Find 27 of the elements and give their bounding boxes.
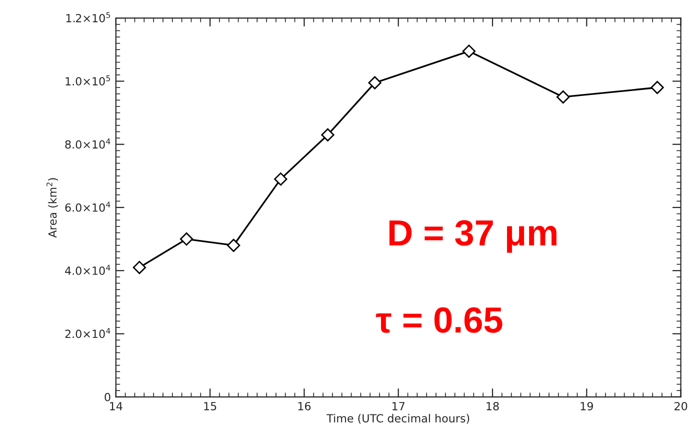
x-tick-label: 18 [486, 402, 499, 410]
x-tick-label: 16 [298, 402, 311, 410]
y-tick-label: 1.2×10$^{5}$ [66, 12, 110, 22]
point [650, 80, 664, 94]
x-tick-label: 15 [204, 402, 216, 410]
annotation: τ = 0.65 [376, 307, 502, 333]
y-tick-label: 4.0×10$^{4}$ [65, 264, 110, 275]
y-tick-label: 1.0×10$^{5}$ [66, 75, 110, 86]
y-axis-title: Area (km$^{2}$) [46, 178, 58, 238]
point [180, 232, 194, 246]
point [462, 44, 476, 58]
x-tick-label: 17 [392, 402, 404, 410]
x-axis-title: Time (UTC decimal hours) [326, 414, 470, 424]
point [321, 128, 334, 142]
point [227, 238, 240, 252]
x-tick-label: 20 [674, 402, 688, 410]
y-tick-label: 8.0×10$^{4}$ [65, 138, 110, 149]
point [274, 172, 288, 186]
y-tick-label: 6.0×10$^{4}$ [65, 202, 110, 212]
x-tick-label: 19 [580, 402, 593, 410]
annotation: D = 37 μm [389, 220, 556, 253]
y-tick-label: 0 [104, 392, 110, 402]
point [132, 260, 146, 274]
x-tick-label: 14 [110, 402, 122, 410]
point [556, 90, 570, 104]
point [368, 76, 382, 90]
y-tick-label: 2.0×10$^{4}$ [65, 328, 110, 338]
